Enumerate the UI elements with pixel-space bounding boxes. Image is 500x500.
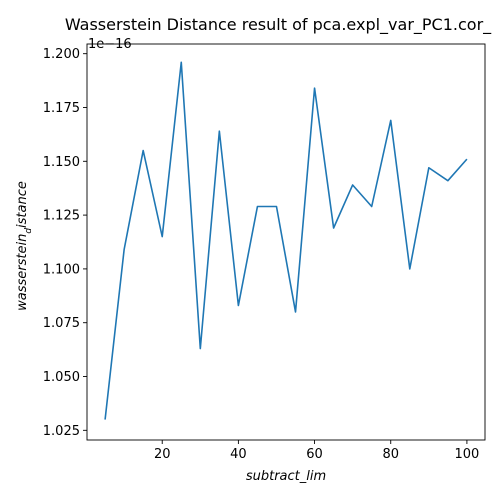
- y-axis-label-main: wasserstein: [15, 234, 30, 311]
- y-axis-label-rest: istance: [15, 181, 30, 228]
- x-tick-label: 20: [154, 447, 171, 462]
- y-tick-label: 1.025: [43, 424, 80, 439]
- y-tick-label: 1.050: [43, 370, 80, 385]
- x-tick-label: 100: [454, 447, 479, 462]
- y-axis-label: wassersteindistance: [15, 181, 34, 311]
- y-tick-label: 1.200: [43, 47, 80, 62]
- y-tick-label: 1.175: [43, 101, 80, 116]
- x-axis-label: subtract_lim: [246, 469, 326, 484]
- y-axis-label-subscript: d: [24, 228, 34, 234]
- y-offset-text: 1e−16: [88, 37, 132, 52]
- y-tick-label: 1.150: [43, 155, 80, 170]
- y-axis: 1.025 1.050 1.075 1.100 1.125 1.150 1.175 1.200: [43, 47, 87, 439]
- plot-area: [86, 43, 486, 441]
- x-tick-label: 40: [230, 447, 247, 462]
- y-tick-label: 1.125: [43, 209, 80, 224]
- series-line: [104, 61, 468, 420]
- y-tick-label: 1.075: [43, 316, 80, 331]
- x-axis: 20 40 60 80 100: [154, 440, 479, 462]
- x-tick-label: 80: [382, 447, 399, 462]
- axes-frame: [86, 43, 486, 441]
- chart-title: Wasserstein Distance result of pca.expl_…: [65, 15, 492, 35]
- x-tick-label: 60: [306, 447, 323, 462]
- y-tick-label: 1.100: [43, 262, 80, 277]
